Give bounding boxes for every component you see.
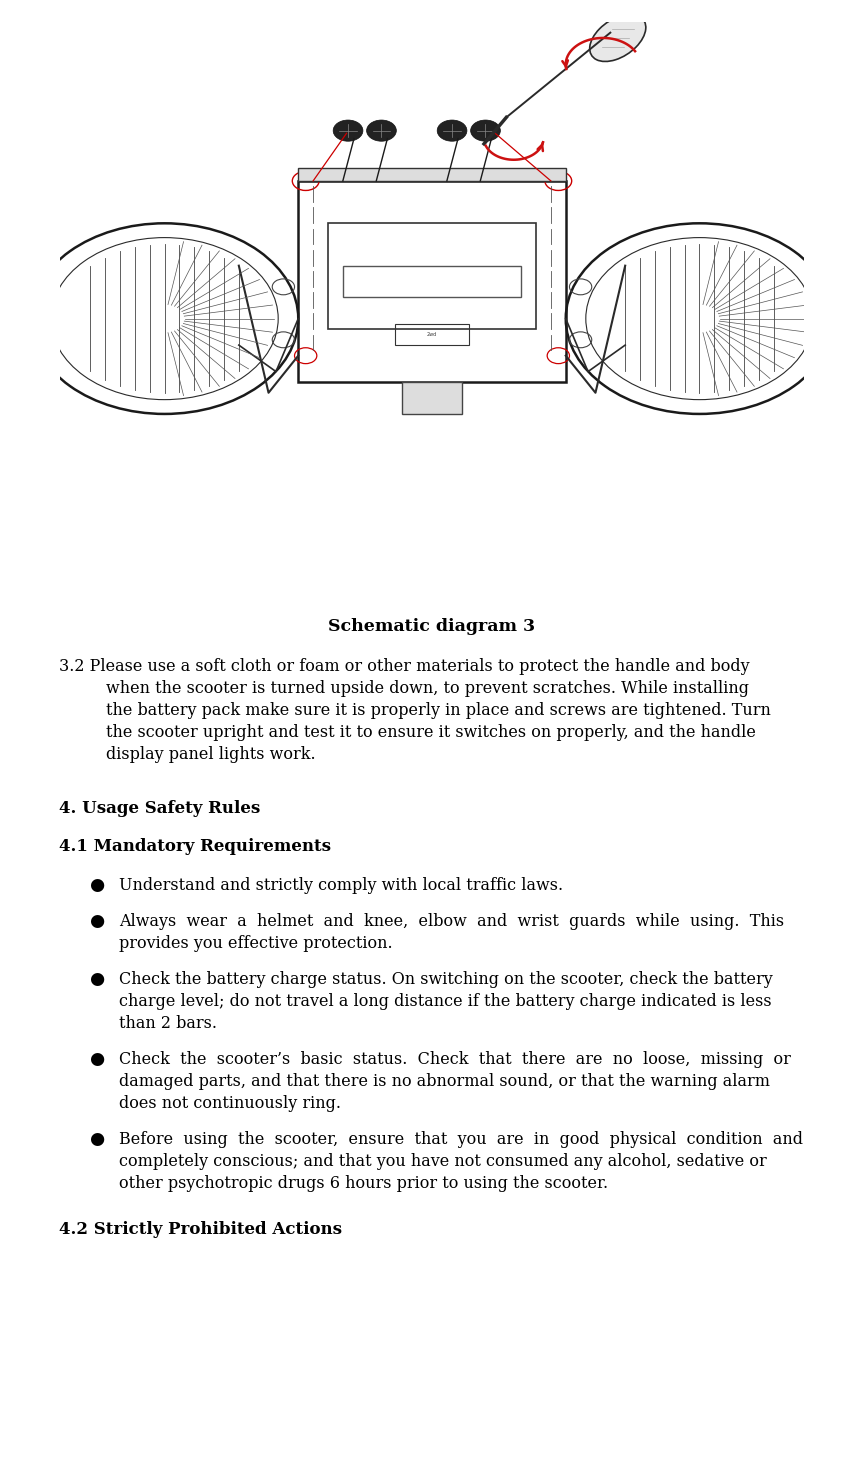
- Text: the battery pack make sure it is properly in place and screws are tightened. Tur: the battery pack make sure it is properl…: [106, 702, 772, 719]
- Bar: [395, 324, 469, 346]
- Circle shape: [334, 121, 363, 141]
- Text: completely conscious; and that you have not consumed any alcohol, sedative or: completely conscious; and that you have …: [119, 1153, 767, 1169]
- Text: Check the battery charge status. On switching on the scooter, check the battery: Check the battery charge status. On swit…: [119, 971, 773, 989]
- Circle shape: [366, 121, 397, 141]
- Text: ●: ●: [89, 913, 105, 930]
- Text: ●: ●: [89, 1131, 105, 1147]
- Circle shape: [437, 121, 467, 141]
- Bar: [328, 224, 536, 330]
- Text: 3.2 Please use a soft cloth or foam or other materials to protect the handle and: 3.2 Please use a soft cloth or foam or o…: [59, 658, 749, 675]
- Text: Understand and strictly comply with local traffic laws.: Understand and strictly comply with loca…: [119, 877, 563, 894]
- Text: ●: ●: [89, 971, 105, 989]
- Text: other psychotropic drugs 6 hours prior to using the scooter.: other psychotropic drugs 6 hours prior t…: [119, 1175, 608, 1192]
- Text: 4.2 Strictly Prohibited Actions: 4.2 Strictly Prohibited Actions: [59, 1221, 342, 1239]
- Text: when the scooter is turned upside down, to prevent scratches. While installing: when the scooter is turned upside down, …: [106, 680, 749, 697]
- Text: the scooter upright and test it to ensure it switches on properly, and the handl: the scooter upright and test it to ensur…: [106, 724, 756, 741]
- Ellipse shape: [590, 15, 645, 62]
- Text: 2wd: 2wd: [427, 332, 437, 337]
- Text: Check  the  scooter’s  basic  status.  Check  that  there  are  no  loose,  miss: Check the scooter’s basic status. Check …: [119, 1050, 791, 1068]
- Text: 4.1 Mandatory Requirements: 4.1 Mandatory Requirements: [59, 838, 331, 855]
- Text: ●: ●: [89, 1050, 105, 1068]
- Circle shape: [471, 121, 500, 141]
- Text: damaged parts, and that there is no abnormal sound, or that the warning alarm: damaged parts, and that there is no abno…: [119, 1072, 770, 1090]
- Text: charge level; do not travel a long distance if the battery charge indicated is l: charge level; do not travel a long dista…: [119, 993, 772, 1011]
- Text: than 2 bars.: than 2 bars.: [119, 1015, 217, 1033]
- Text: Always  wear  a  helmet  and  knee,  elbow  and  wrist  guards  while  using.  T: Always wear a helmet and knee, elbow and…: [119, 913, 785, 930]
- Bar: [298, 181, 566, 382]
- Text: does not continuously ring.: does not continuously ring.: [119, 1094, 341, 1112]
- Text: Before  using  the  scooter,  ensure  that  you  are  in  good  physical  condit: Before using the scooter, ensure that yo…: [119, 1131, 804, 1147]
- Text: display panel lights work.: display panel lights work.: [106, 746, 316, 763]
- Text: 4. Usage Safety Rules: 4. Usage Safety Rules: [59, 800, 260, 816]
- Text: ●: ●: [89, 877, 105, 894]
- Text: provides you effective protection.: provides you effective protection.: [119, 936, 393, 952]
- Bar: [343, 266, 521, 297]
- Bar: [403, 382, 461, 413]
- Text: Schematic diagram 3: Schematic diagram 3: [328, 618, 536, 635]
- Bar: [298, 168, 566, 181]
